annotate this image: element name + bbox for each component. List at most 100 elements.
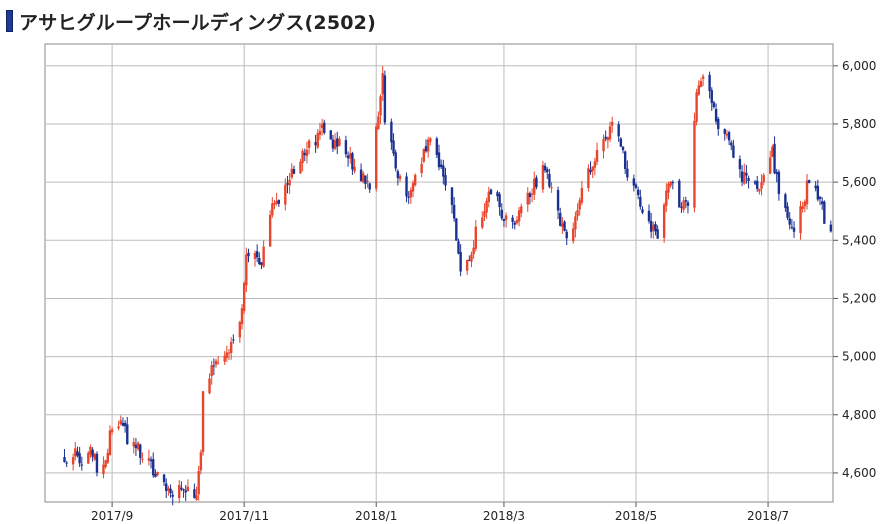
candle-up (426, 139, 430, 152)
candle-up (290, 168, 293, 178)
candle-down (548, 173, 551, 187)
candle-up (695, 92, 698, 122)
candle-down (80, 464, 84, 466)
candle-up (275, 200, 278, 204)
candle-down (123, 422, 127, 427)
candle-up (195, 495, 198, 500)
candle-down (740, 171, 744, 182)
candle-down (732, 145, 735, 158)
candle-up (578, 200, 581, 210)
candle-up (725, 133, 729, 136)
candle-down (232, 339, 235, 341)
candle-up (472, 247, 475, 255)
candle-down (247, 252, 250, 257)
candle-down (392, 140, 395, 154)
candle-up (242, 282, 246, 311)
candle-down (745, 172, 748, 176)
candle-up (316, 133, 319, 148)
candle-up (349, 153, 352, 159)
candle-down (437, 152, 441, 168)
candle-down (773, 143, 776, 174)
candle-up (760, 182, 763, 189)
candle-up (429, 138, 432, 142)
candle-down (559, 212, 562, 226)
candle-down (184, 490, 187, 493)
candle-down (149, 459, 153, 462)
candle-up (102, 464, 105, 475)
candle-down (723, 129, 726, 134)
candle-down (76, 451, 79, 456)
candle-down (680, 206, 683, 208)
candle-down (563, 221, 566, 231)
candle-up (595, 149, 599, 162)
candle-down (535, 177, 538, 188)
candle-down (727, 132, 731, 141)
candle-up (147, 458, 151, 461)
candle-up (669, 181, 672, 186)
candle-up (216, 362, 220, 364)
candle-down (452, 204, 456, 219)
candle-down (829, 224, 833, 232)
candle-down (139, 444, 142, 458)
candle-up (284, 184, 287, 205)
candle-down (621, 146, 625, 151)
candle-up (271, 203, 274, 216)
candle-down (329, 130, 332, 140)
candle-down (126, 424, 129, 445)
candle-up (803, 201, 807, 207)
candle-down (180, 487, 183, 490)
candle-up (561, 223, 564, 228)
candle-down (169, 488, 172, 494)
candle-up (301, 150, 304, 163)
candle-down (65, 462, 68, 464)
candle-up (186, 486, 190, 492)
candle-down (152, 459, 155, 476)
candle-up (413, 174, 417, 186)
candle-down (654, 223, 657, 232)
candle-down (777, 171, 781, 194)
candle-up (520, 206, 523, 214)
candle-up (541, 165, 545, 190)
candle-down (686, 202, 690, 206)
y-tick-label: 4,600 (842, 466, 876, 480)
candle-down (260, 262, 263, 265)
candle-down (171, 494, 174, 497)
candle-down (738, 159, 742, 170)
candle-down (714, 109, 718, 122)
candle-down (816, 185, 820, 200)
candle-up (485, 200, 488, 213)
candle-down (775, 171, 778, 175)
candle-up (238, 321, 242, 338)
candle-up (411, 183, 415, 192)
candle-down (753, 181, 757, 184)
x-tick-label: 2017/9 (91, 509, 133, 523)
candle-down (502, 218, 506, 221)
candle-down (730, 142, 733, 146)
chart-title-bar: アサヒグループホールディングス(2502) (6, 8, 376, 34)
candle-down (95, 453, 99, 473)
candle-down (639, 196, 642, 207)
candle-up (377, 116, 380, 130)
candle-up (299, 161, 302, 174)
y-tick-label: 5,600 (842, 175, 876, 189)
candle-up (362, 173, 365, 183)
candle-up (470, 254, 473, 262)
x-tick-label: 2018/5 (615, 509, 657, 523)
candle-down (717, 118, 720, 130)
candle-down (678, 180, 681, 208)
candle-up (608, 126, 612, 140)
candle-up (801, 206, 804, 209)
candle-down (649, 220, 653, 232)
candle-down (134, 444, 138, 449)
candle-down (165, 483, 168, 492)
candle-up (197, 471, 200, 495)
candle-up (398, 176, 402, 180)
x-tick-label: 2018/3 (483, 509, 525, 523)
candle-down (656, 229, 659, 239)
candle-down (626, 168, 629, 178)
candle-up (156, 471, 159, 476)
candle-up (762, 175, 765, 183)
candle-down (756, 180, 759, 189)
candle-up (379, 96, 382, 116)
candle-up (465, 259, 469, 271)
